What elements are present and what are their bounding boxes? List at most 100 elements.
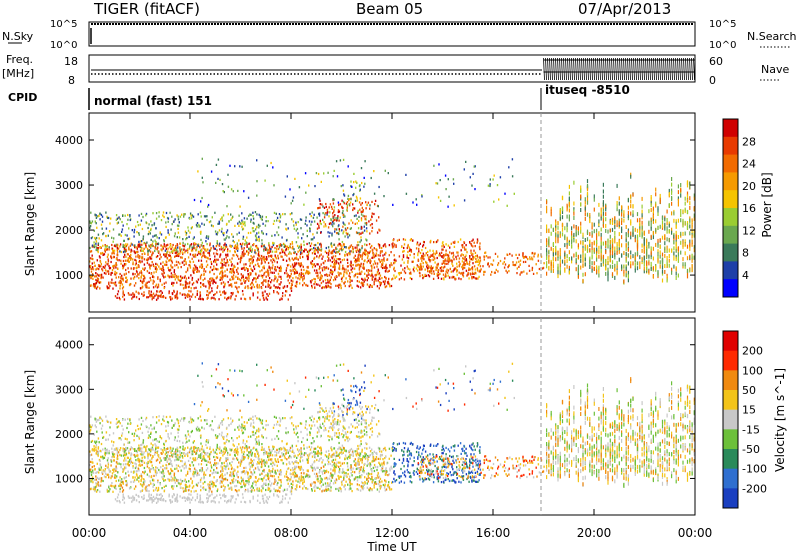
power-cell xyxy=(557,225,559,230)
power-cell xyxy=(477,264,480,267)
power-cell xyxy=(135,269,138,272)
power-cell xyxy=(246,250,249,253)
power-cell xyxy=(350,265,352,268)
power-cell xyxy=(128,227,130,230)
power-cell xyxy=(277,272,280,275)
power-cell xyxy=(226,205,228,208)
power-cell xyxy=(350,261,352,264)
power-cell xyxy=(522,254,524,257)
power-cell xyxy=(659,254,661,259)
power-cell xyxy=(211,279,213,282)
power-cell xyxy=(265,296,267,299)
power-cell xyxy=(225,237,227,240)
power-cell xyxy=(661,265,664,270)
power-cell xyxy=(424,246,427,250)
power-cell xyxy=(602,262,604,267)
power-cell xyxy=(394,261,396,264)
power-cell xyxy=(461,266,463,269)
power-cell xyxy=(602,194,604,199)
power-cell xyxy=(118,276,120,279)
power-cell xyxy=(262,232,264,235)
power-cell xyxy=(445,275,447,278)
power-cell xyxy=(365,238,367,241)
velocity-cell xyxy=(249,468,251,471)
power-cell xyxy=(238,257,240,260)
power-cell xyxy=(492,178,494,181)
power-cell xyxy=(337,216,339,220)
power-cell xyxy=(291,212,293,215)
power-cell xyxy=(625,238,627,243)
power-cell xyxy=(150,244,152,247)
power-cell xyxy=(150,227,152,230)
power-cell xyxy=(256,283,258,286)
power-cell xyxy=(322,212,324,215)
power-cell xyxy=(310,242,313,245)
power-cell xyxy=(559,248,561,253)
power-cell xyxy=(130,253,132,256)
power-cell xyxy=(296,253,298,256)
power-cell xyxy=(278,267,280,270)
power-cell xyxy=(95,268,97,271)
power-cell xyxy=(319,278,321,281)
power-cell xyxy=(136,275,138,278)
power-cell xyxy=(364,272,366,275)
power-cell xyxy=(206,293,208,297)
power-cell xyxy=(287,298,289,301)
power-cell xyxy=(272,222,275,225)
power-cell xyxy=(387,280,390,283)
power-cell xyxy=(627,198,629,203)
power-cell xyxy=(230,260,232,263)
power-cell xyxy=(146,281,148,284)
power-cell xyxy=(627,274,629,279)
power-cell xyxy=(157,277,159,280)
power-cell xyxy=(369,269,371,272)
power-cell xyxy=(96,267,98,270)
power-cell xyxy=(281,251,284,254)
power-cell xyxy=(164,255,166,258)
power-cell xyxy=(473,241,475,244)
power-cell xyxy=(436,266,438,270)
power-cell xyxy=(258,231,260,234)
power-cell xyxy=(173,275,176,278)
power-cell xyxy=(661,223,664,228)
power-cell xyxy=(366,261,368,264)
power-cell xyxy=(363,266,365,269)
velocity-cell xyxy=(236,448,239,451)
power-cell xyxy=(492,259,495,262)
power-cell xyxy=(332,255,335,258)
power-cell xyxy=(602,259,604,264)
power-cell xyxy=(335,217,337,220)
power-cell xyxy=(243,252,245,255)
power-cell xyxy=(371,226,374,229)
power-cell xyxy=(284,253,286,256)
power-cell xyxy=(155,255,158,259)
power-cell xyxy=(192,267,195,270)
power-cell xyxy=(548,259,550,264)
power-cell xyxy=(176,294,178,297)
power-cell xyxy=(630,221,632,226)
power-cell xyxy=(139,223,141,226)
power-cell xyxy=(447,269,450,272)
power-cell xyxy=(404,267,406,270)
power-cell xyxy=(693,206,695,211)
power-cell xyxy=(155,283,158,286)
power-cell xyxy=(364,278,366,282)
power-cell xyxy=(566,264,568,269)
power-cell xyxy=(320,263,322,266)
power-cell xyxy=(306,271,308,274)
power-cell xyxy=(104,250,106,253)
power-cell xyxy=(149,266,151,269)
power-cell xyxy=(661,220,664,225)
power-cell xyxy=(174,251,177,254)
power-cell xyxy=(199,211,202,214)
power-cell xyxy=(179,279,181,283)
power-cell xyxy=(155,244,157,247)
power-cell xyxy=(337,251,339,254)
power-cell xyxy=(155,234,157,237)
power-cell xyxy=(346,232,349,236)
power-cell xyxy=(243,297,246,300)
power-cell xyxy=(318,198,321,201)
power-cell xyxy=(232,278,234,281)
power-cell xyxy=(442,260,445,263)
power-cell xyxy=(381,266,384,270)
